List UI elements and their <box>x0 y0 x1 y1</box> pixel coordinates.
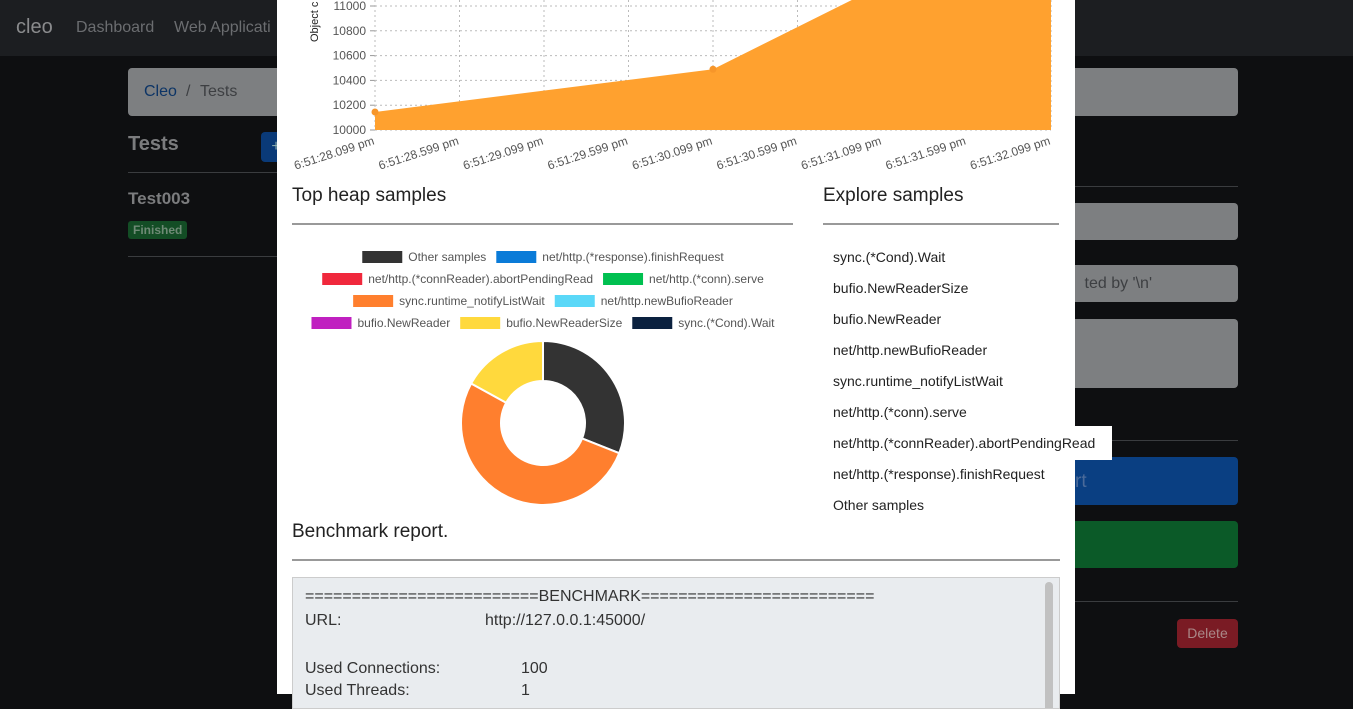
explore-item[interactable]: net/http.(*connReader).abortPendingRead <box>833 434 1105 452</box>
explore-item[interactable]: bufio.NewReader <box>833 311 942 327</box>
placeholder: ted by '\n' <box>1084 275 1152 292</box>
report-title: Benchmark report. <box>292 521 449 542</box>
divider <box>128 172 278 173</box>
report-banner: =========================BENCHMARK======… <box>305 588 875 605</box>
heap-title: Top heap samples <box>292 185 447 206</box>
explore-item[interactable]: sync.(*Cond).Wait <box>833 249 946 265</box>
divider <box>823 223 1059 225</box>
explore-item[interactable]: net/http.(*conn).serve <box>833 404 967 420</box>
scrollbar[interactable] <box>1045 582 1053 708</box>
explore-item[interactable]: net/http.(*response).finishRequest <box>833 466 1045 482</box>
explore-item[interactable]: bufio.NewReaderSize <box>833 280 969 296</box>
crumb[interactable]: Cleo <box>144 83 177 100</box>
success-button[interactable]: t <box>1070 521 1238 568</box>
explore-title: Explore samples <box>823 185 964 206</box>
nav-link[interactable]: Web Applicati <box>174 19 271 36</box>
input[interactable]: ted by '\n' <box>1070 265 1238 302</box>
report-key: Used Threads: <box>305 682 410 699</box>
report-value: http://127.0.0.1:45000/ <box>485 612 646 629</box>
button-text: rt <box>1075 471 1087 492</box>
nav-link[interactable]: Dashboard <box>76 19 155 36</box>
crumb-sep: / <box>186 83 191 100</box>
crumb: Tests <box>200 83 238 100</box>
delete-button[interactable]: Delete <box>1177 619 1238 648</box>
input[interactable] <box>1070 203 1238 240</box>
divider <box>128 256 278 257</box>
explore-item[interactable]: Other samples <box>833 497 925 513</box>
report-key: Used Connections: <box>305 660 441 677</box>
primary-button[interactable]: rt <box>1070 457 1238 505</box>
tests-title: Tests <box>128 133 179 155</box>
divider <box>292 559 1060 561</box>
brand[interactable]: cleo <box>16 16 53 38</box>
divider <box>292 223 793 225</box>
divider <box>1075 186 1238 187</box>
explore-item[interactable]: net/http.newBufioReader <box>833 342 988 358</box>
report-value: 100 <box>521 660 548 677</box>
status-badge: Finished <box>128 221 188 239</box>
report-value: 1 <box>521 682 530 699</box>
explore-item[interactable]: sync.runtime_notifyListWait <box>833 373 1003 389</box>
report-box: =========================BENCHMARK======… <box>292 577 1060 709</box>
textarea[interactable] <box>1070 319 1238 388</box>
test-name[interactable]: Test003 <box>128 189 191 208</box>
divider <box>1075 440 1238 441</box>
divider <box>1075 601 1238 602</box>
report-key: URL: <box>305 612 342 629</box>
